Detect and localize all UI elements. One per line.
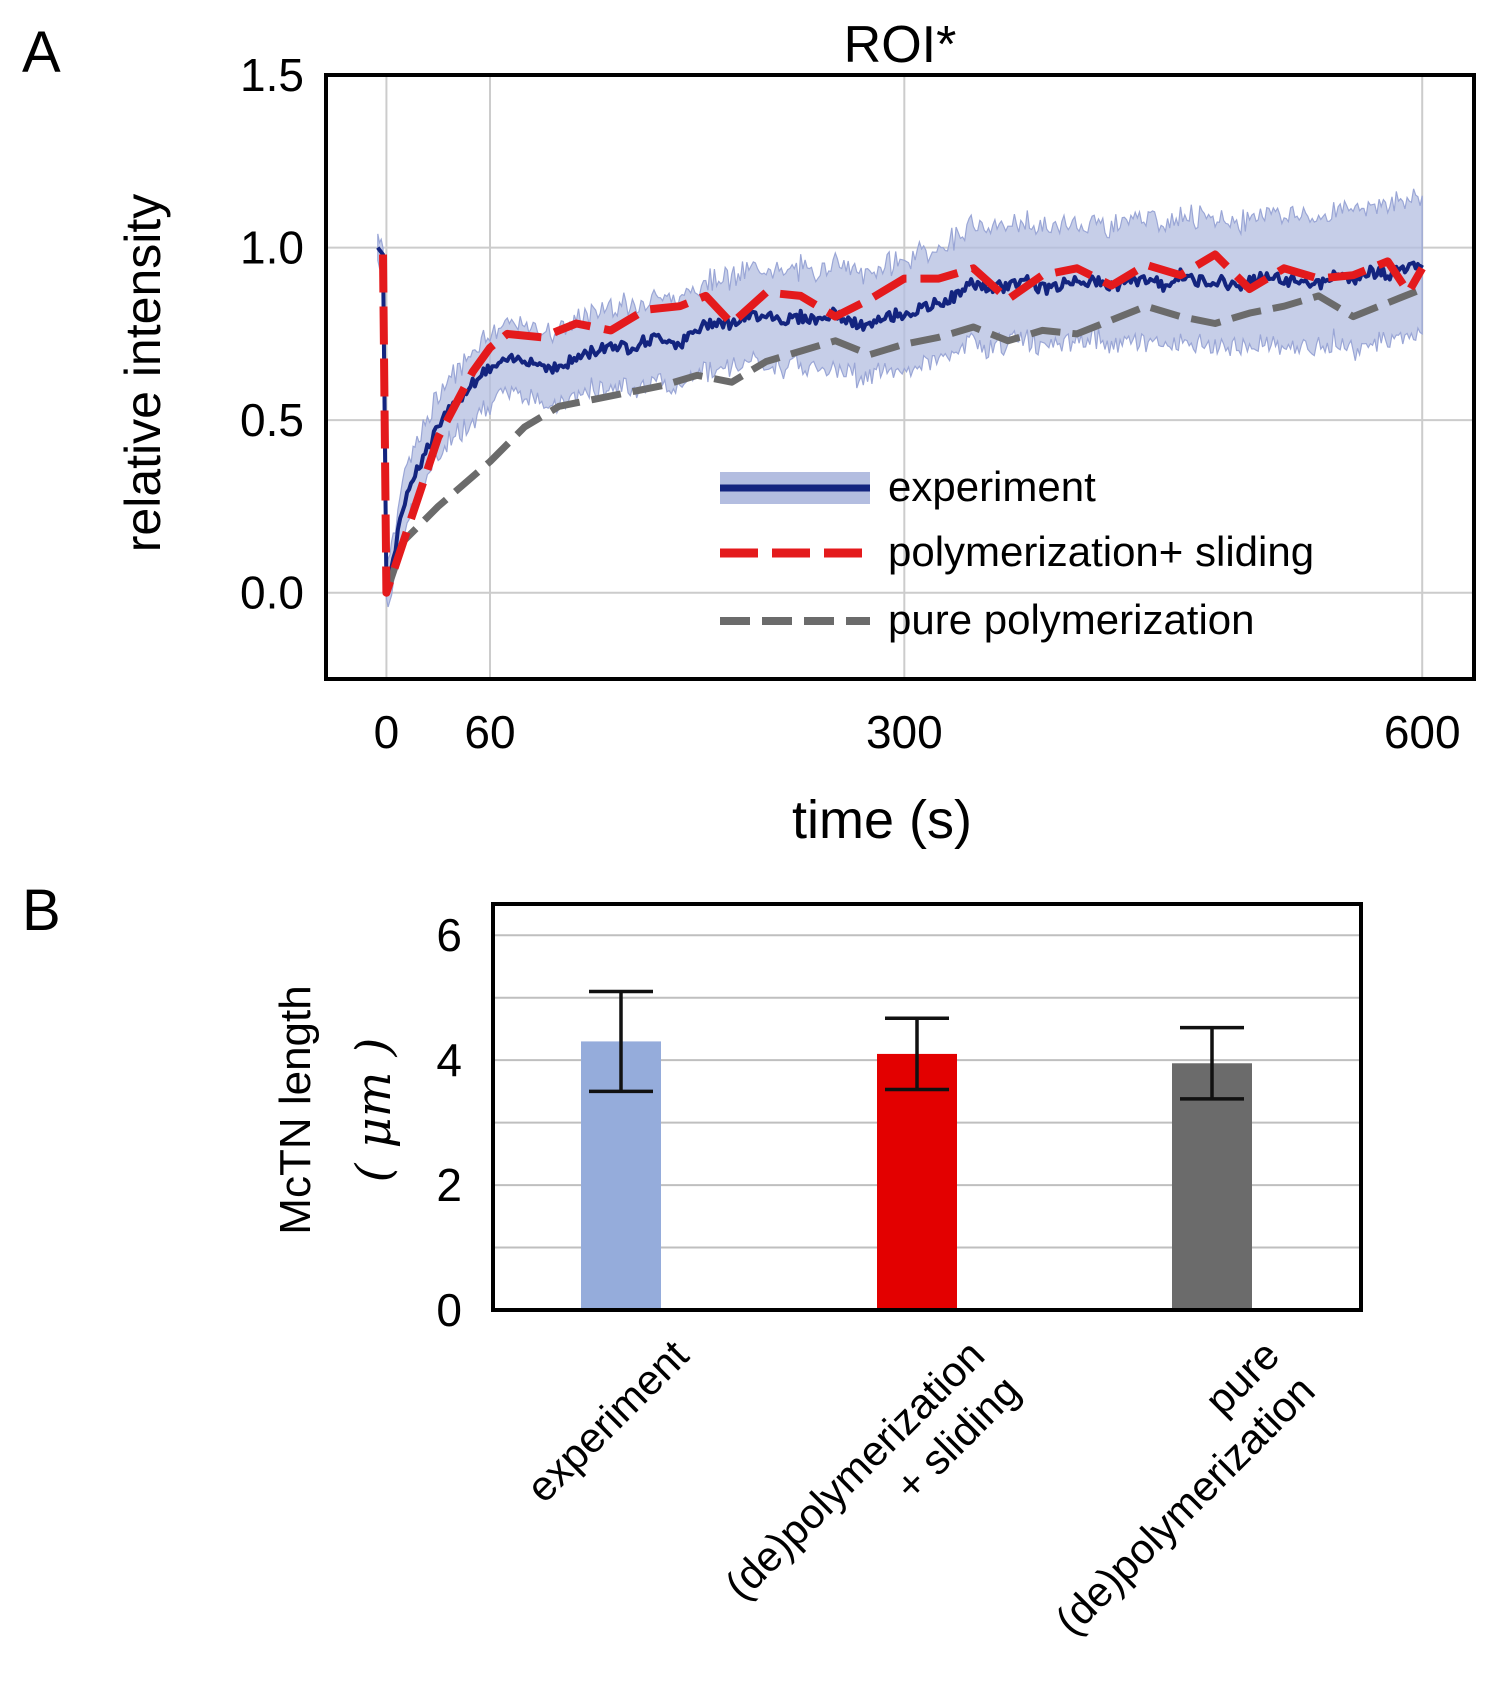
chart-b-xtick-label-0: experiment	[517, 1331, 697, 1511]
chart-a-ytick-label: 0.5	[240, 394, 304, 446]
panel-label-a: A	[22, 20, 61, 85]
chart-a-title: ROI*	[844, 16, 957, 74]
chart-a-xtick-label: 300	[866, 706, 943, 758]
chart-a-xtick-label: 0	[374, 706, 400, 758]
bar-2	[1172, 1063, 1252, 1310]
chart-b-ytick-label: 2	[436, 1159, 462, 1211]
chart-b-ylabel-unit: ( μm )	[346, 1038, 402, 1183]
chart-a-xtick-label: 60	[464, 706, 515, 758]
chart-a-ytick-label: 1.5	[240, 49, 304, 101]
pure-polymerization-line	[383, 285, 1424, 594]
experiment-band	[377, 188, 1423, 608]
chart-b-xtick-label-2: pure(de)polymerization	[1046, 1331, 1324, 1644]
chart-a-grid	[326, 74, 1474, 679]
chart-a-x-ticks: 0 60 300 600	[374, 706, 1461, 758]
chart-b-ytick-label: 0	[436, 1284, 462, 1336]
chart-a-series-layer	[376, 246, 1426, 597]
chart-b-x-tick-labels: experiment (de)polymerization+ sliding pur…	[517, 1331, 1324, 1644]
chart-b-frame	[491, 902, 1363, 1312]
chart-a-ylabel: relative intensity	[115, 194, 171, 553]
polymerization-sliding-line	[379, 250, 1426, 597]
chart-b-xtick-label-1: (de)polymerization+ sliding	[716, 1331, 1029, 1609]
chart-a-xlabel: time (s)	[792, 790, 972, 850]
chart-b-ylabel: McTN length ( μm )	[271, 985, 402, 1234]
chart-a-ytick-label: 1.0	[240, 222, 304, 274]
chart-b-error-bars	[589, 989, 1244, 1101]
chart-a-xtick-label: 600	[1384, 706, 1461, 758]
panel-label-b: B	[22, 878, 61, 943]
chart-a-ytick-label: 0.0	[240, 567, 304, 619]
legend-label-pure: pure polymerization	[888, 596, 1255, 643]
chart-b-bars	[581, 1041, 1252, 1310]
chart-b-ytick-label: 6	[436, 909, 462, 961]
chart-b-y-ticks: 0 2 4 6	[436, 909, 462, 1336]
chart-a-frame	[324, 73, 1476, 681]
legend-label-sliding: polymerization+ sliding	[888, 528, 1314, 575]
chart-b-xtick-label-line: (de)polymerization	[1046, 1366, 1324, 1644]
chart-a-y-ticks: 0.0 0.5 1.0 1.5	[240, 49, 304, 619]
chart-b-xtick-label-line: experiment	[517, 1331, 697, 1511]
legend-item-experiment: experiment	[720, 463, 1096, 510]
chart-b-ytick-label: 4	[436, 1034, 462, 1086]
legend-item-pure: pure polymerization	[720, 596, 1255, 643]
legend-label-experiment: experiment	[888, 463, 1096, 510]
chart-a-legend: experiment polymerization+ sliding pure …	[720, 463, 1314, 643]
bar-1	[877, 1053, 957, 1310]
chart-a-band-layer	[377, 188, 1423, 608]
legend-item-sliding: polymerization+ sliding	[720, 528, 1314, 575]
chart-b-ylabel-title: McTN length	[271, 985, 320, 1234]
